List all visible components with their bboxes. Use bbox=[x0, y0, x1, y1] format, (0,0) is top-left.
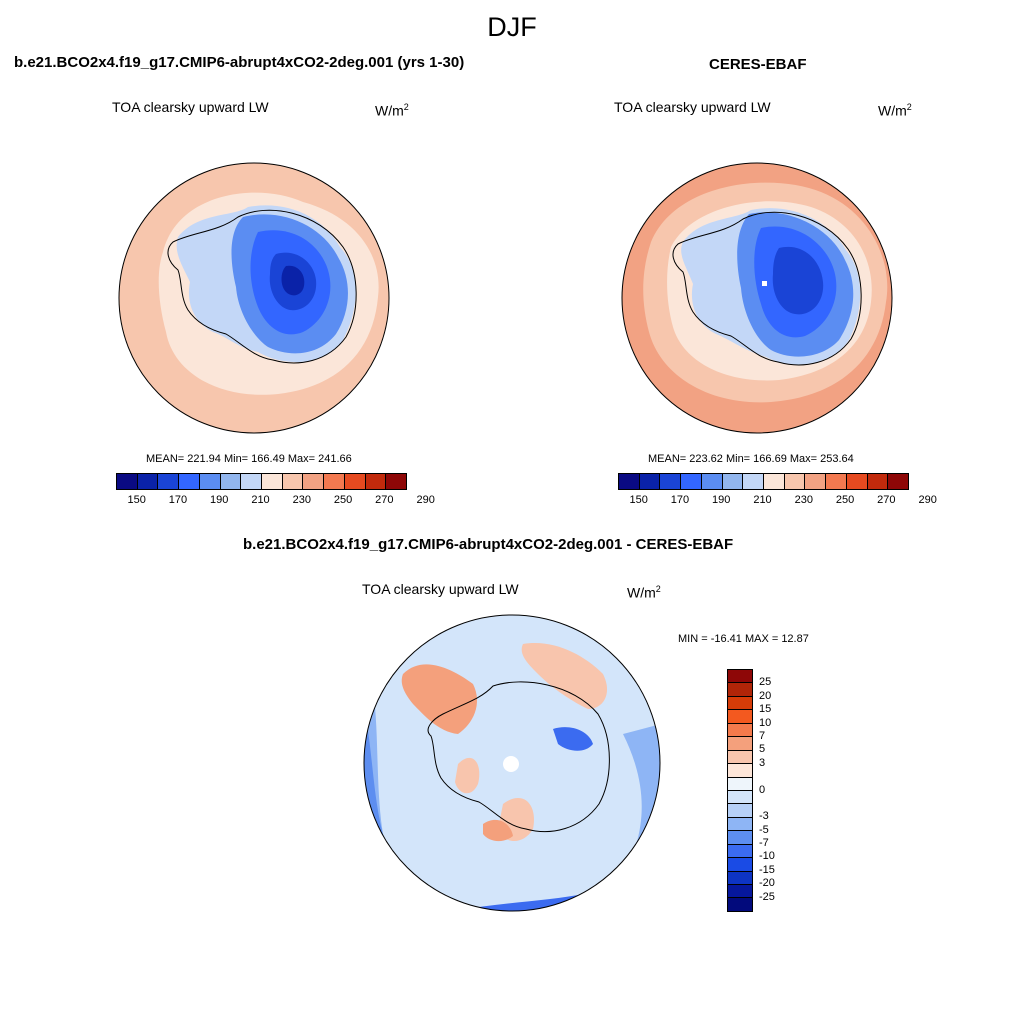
panel-diff-colorbar bbox=[727, 669, 753, 912]
panel-model-colorbar-cell bbox=[303, 474, 325, 489]
panel-model-stats: MEAN= 221.94 Min= 166.49 Max= 241.66 bbox=[146, 453, 352, 465]
panel-obs-map bbox=[621, 162, 893, 434]
panel-diff-colorbar-tick-label: 0 bbox=[759, 783, 766, 796]
panel-obs-units: W/m2 bbox=[878, 102, 912, 119]
panel-model-colorbar-cell bbox=[365, 474, 387, 489]
panel-model-colorbar-cell bbox=[220, 474, 242, 489]
panel-diff-colorbar-cell bbox=[728, 670, 752, 684]
panel-diff-map bbox=[363, 614, 661, 912]
panel-diff-colorbar-cell bbox=[728, 844, 752, 859]
panel-model-colorbar-cell bbox=[324, 474, 345, 489]
panel-model-colorbar-cell bbox=[386, 474, 407, 489]
panel-diff-stats: MIN = -16.41 MAX = 12.87 bbox=[678, 633, 809, 645]
panel-obs-variable: TOA clearsky upward LW bbox=[614, 99, 771, 115]
panel-obs-colorbar-cell bbox=[660, 474, 682, 489]
panel-diff-colorbar-cell bbox=[728, 790, 752, 805]
panel-diff-colorbar-cell bbox=[728, 831, 752, 845]
panel-model-title: b.e21.BCO2x4.f19_g17.CMIP6-abrupt4xCO2-2… bbox=[14, 54, 465, 71]
panel-diff-colorbar-cell bbox=[728, 804, 752, 818]
panel-model-colorbar-tick-label: 250 bbox=[333, 494, 353, 506]
panel-diff-colorbar-cell bbox=[728, 683, 752, 697]
panel-model-colorbar bbox=[116, 473, 407, 490]
panel-obs-colorbar-cell bbox=[867, 474, 889, 489]
panel-diff-colorbar-tick-label: -25 bbox=[759, 890, 775, 903]
panel-model-map bbox=[118, 162, 390, 434]
panel-diff-colorbar-cell bbox=[728, 817, 752, 832]
panel-model-variable: TOA clearsky upward LW bbox=[112, 99, 269, 115]
panel-obs-colorbar-tick-label: 270 bbox=[877, 494, 896, 506]
panel-diff-colorbar-tick-label: -20 bbox=[759, 877, 775, 890]
panel-obs-colorbar-cell bbox=[826, 474, 847, 489]
panel-obs-colorbar-cell bbox=[639, 474, 661, 489]
panel-obs-colorbar-tick-label: 190 bbox=[712, 494, 731, 506]
panel-obs-colorbar-cell bbox=[784, 474, 806, 489]
panel-obs-colorbar-tick-label: 290 bbox=[918, 494, 937, 506]
panel-diff-colorbar-tick-label: -5 bbox=[759, 823, 769, 836]
panel-model-units: W/m2 bbox=[375, 102, 409, 119]
panel-diff-colorbar-cell bbox=[728, 898, 752, 911]
panel-model-colorbar-tick-label: 170 bbox=[168, 494, 188, 506]
panel-model-colorbar-cell bbox=[344, 474, 366, 489]
panel-obs-colorbar-cell bbox=[805, 474, 827, 489]
panel-diff-colorbar-cell bbox=[728, 710, 752, 724]
panel-diff-colorbar-cell bbox=[728, 723, 752, 738]
panel-diff-colorbar-cell bbox=[728, 737, 752, 751]
panel-model-colorbar-tick-label: 230 bbox=[292, 494, 311, 506]
panel-model-colorbar-tick-label: 210 bbox=[251, 494, 270, 506]
panel-diff-colorbar-tick-label: 3 bbox=[759, 756, 766, 769]
panel-model-colorbar-tick-label: 290 bbox=[416, 494, 435, 506]
panel-diff-units: W/m2 bbox=[627, 584, 661, 601]
panel-model-colorbar-tick-label: 270 bbox=[375, 494, 394, 506]
panel-obs-colorbar-cell bbox=[888, 474, 909, 489]
panel-diff-colorbar-labels: 25 20 15 10 7 5 3 0 -3 -5 -7 -10 -15 -20 -25 bbox=[759, 669, 799, 910]
panel-model-colorbar-cell bbox=[117, 474, 138, 489]
panel-obs-colorbar-cell bbox=[846, 474, 868, 489]
panel-obs-stats: MEAN= 223.62 Min= 166.69 Max= 253.64 bbox=[648, 453, 854, 465]
panel-obs-colorbar-cell bbox=[701, 474, 723, 489]
panel-model-colorbar-cell bbox=[199, 474, 221, 489]
panel-obs-colorbar-tick-label: 230 bbox=[794, 494, 813, 506]
panel-model-colorbar-cell bbox=[158, 474, 180, 489]
panel-model-colorbar-cell bbox=[282, 474, 304, 489]
panel-diff-colorbar-tick-label: -15 bbox=[759, 863, 775, 876]
panel-obs-colorbar-tick-label: 170 bbox=[670, 494, 690, 506]
panel-diff-colorbar-tick-label: 20 bbox=[759, 689, 772, 702]
panel-diff-colorbar-cell bbox=[728, 858, 752, 872]
panel-obs-colorbar bbox=[618, 473, 909, 490]
panel-diff-colorbar-tick-label: -10 bbox=[759, 850, 775, 863]
panel-diff-colorbar-tick-label: 7 bbox=[759, 729, 766, 742]
panel-obs-colorbar-cell bbox=[764, 474, 785, 489]
panel-obs-colorbar-tick-label: 150 bbox=[629, 494, 648, 506]
panel-diff-colorbar-tick-label: 15 bbox=[759, 703, 772, 716]
panel-diff-colorbar-tick-label: -3 bbox=[759, 810, 769, 823]
panel-obs-colorbar-tick-label: 210 bbox=[753, 494, 772, 506]
panel-diff-colorbar-cell bbox=[728, 696, 752, 711]
panel-model-colorbar-cell bbox=[137, 474, 159, 489]
panel-model-colorbar-cell bbox=[262, 474, 283, 489]
panel-diff-colorbar-tick-label: -7 bbox=[759, 837, 769, 850]
panel-diff-colorbar-cell bbox=[728, 885, 752, 899]
season-title: DJF bbox=[487, 12, 537, 42]
panel-model-colorbar-tick-label: 150 bbox=[127, 494, 146, 506]
panel-diff-colorbar-cell bbox=[728, 777, 752, 791]
panel-obs-colorbar-cell bbox=[619, 474, 640, 489]
panel-diff-colorbar-cell bbox=[728, 871, 752, 885]
panel-diff-colorbar-cell bbox=[728, 764, 752, 778]
panel-model-colorbar-tick-label: 190 bbox=[210, 494, 229, 506]
panel-obs-colorbar-labels: 150 170 190 210 230 250 270 290 bbox=[618, 494, 936, 508]
panel-obs-colorbar-tick-label: 250 bbox=[835, 494, 855, 506]
panel-model-colorbar-cell bbox=[241, 474, 263, 489]
panel-obs-title: CERES-EBAF bbox=[709, 56, 807, 73]
panel-diff-colorbar-tick-label: 5 bbox=[759, 743, 766, 756]
panel-diff-title: b.e21.BCO2x4.f19_g17.CMIP6-abrupt4xCO2-2… bbox=[243, 536, 734, 553]
panel-obs-colorbar-cell bbox=[722, 474, 744, 489]
panel-diff-variable: TOA clearsky upward LW bbox=[362, 581, 519, 597]
panel-model-colorbar-cell bbox=[179, 474, 200, 489]
panel-obs-colorbar-cell bbox=[681, 474, 702, 489]
panel-model-colorbar-labels: 150 170 190 210 230 250 270 290 bbox=[116, 494, 434, 508]
panel-obs-colorbar-cell bbox=[743, 474, 765, 489]
panel-diff-colorbar-cell bbox=[728, 750, 752, 765]
panel-diff-colorbar-tick-label: 10 bbox=[759, 716, 772, 729]
panel-diff-colorbar-tick-label: 25 bbox=[759, 676, 772, 689]
